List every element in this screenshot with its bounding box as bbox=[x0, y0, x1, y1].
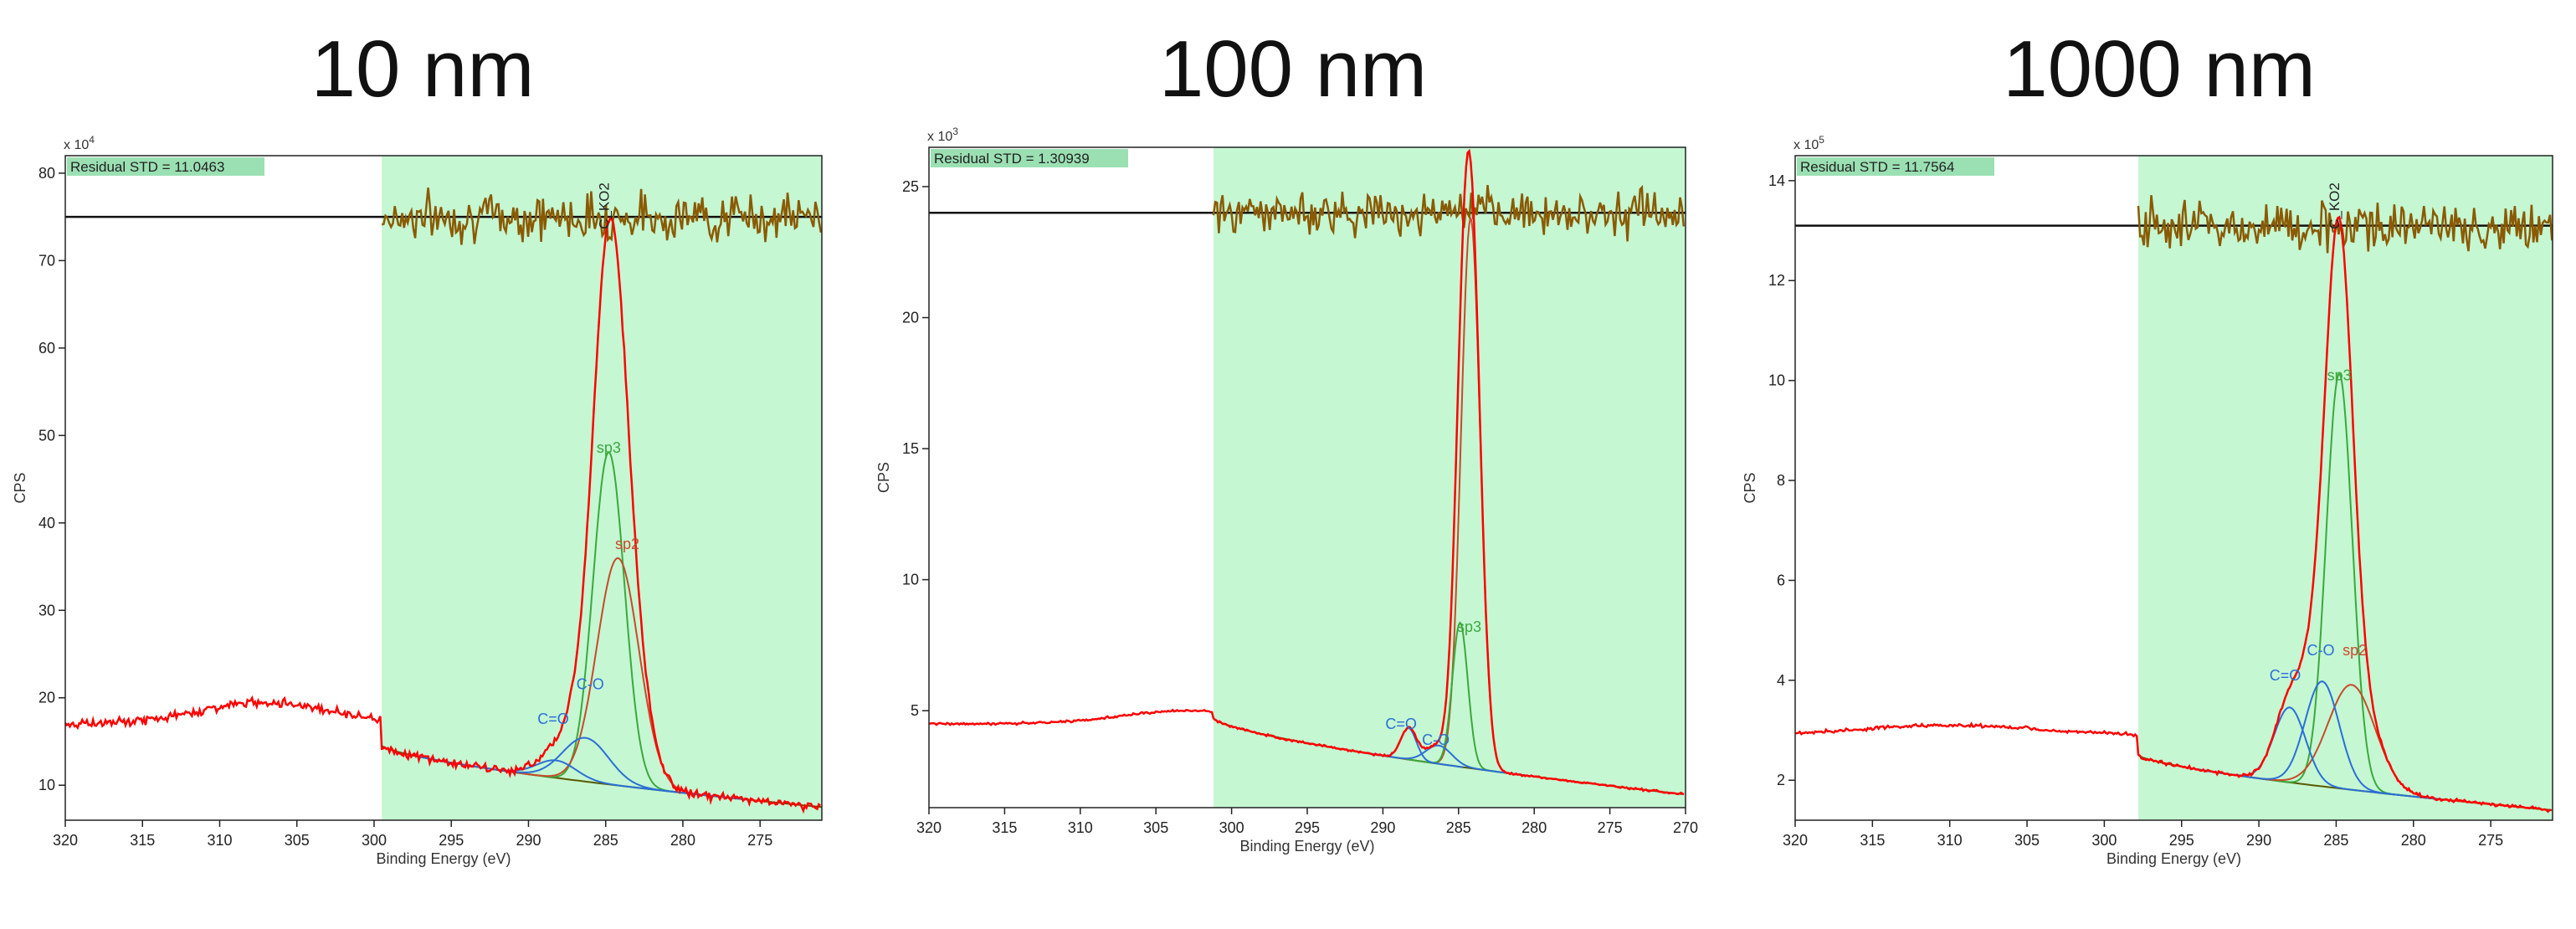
x-tick-label-9: 275 bbox=[2478, 832, 2503, 849]
component-label-0: sp3 bbox=[597, 439, 621, 456]
x-tick-label-8: 280 bbox=[670, 832, 695, 849]
x-tick-label-0: 320 bbox=[916, 819, 942, 836]
residual-trace bbox=[381, 187, 823, 245]
x-tick-label-7: 285 bbox=[2323, 832, 2348, 849]
x-tick-label-8: 280 bbox=[1521, 819, 1547, 836]
y-tick-label-2: 30 bbox=[38, 602, 55, 618]
x-axis-label: Binding Energy (eV) bbox=[376, 850, 511, 867]
component-label-0: sp3 bbox=[1457, 618, 1481, 635]
x-tick-label-4: 300 bbox=[362, 832, 387, 849]
y-axis-label: CPS bbox=[1742, 472, 1758, 503]
fit-region bbox=[1213, 147, 1686, 808]
y-multiplier: x 104 bbox=[64, 134, 95, 152]
chart-panel-1: Residual STD = 1.30939 sp3 C-O C=O 320 315 310… bbox=[875, 126, 1698, 855]
residual-label-box bbox=[931, 149, 1128, 167]
y-axis-label: CPS bbox=[875, 462, 892, 493]
component-label-3: C=O bbox=[537, 711, 569, 727]
peak-label: C_KO2 bbox=[596, 182, 612, 229]
x-tick-label-9: 275 bbox=[747, 832, 772, 849]
y-tick-label-5: 12 bbox=[1768, 272, 1785, 289]
y-tick-label-4: 25 bbox=[902, 178, 919, 195]
chart-panel-2: Residual STD = 11.7564 sp3 sp2 C-O C=O C_KO2 3… bbox=[1742, 134, 2553, 867]
x-tick-label-2: 310 bbox=[207, 832, 232, 849]
measured-spectrum bbox=[929, 148, 1685, 796]
x-tick-label-0: 320 bbox=[53, 832, 78, 849]
y-axis-label: CPS bbox=[12, 472, 28, 503]
x-tick-label-3: 305 bbox=[1143, 819, 1168, 836]
peak-label: C_KO2 bbox=[2327, 182, 2343, 229]
residual-label: Residual STD = 11.7564 bbox=[1800, 159, 1954, 175]
x-tick-label-9: 275 bbox=[1598, 819, 1623, 836]
x-tick-label-7: 285 bbox=[1446, 819, 1471, 836]
component-label-1: sp2 bbox=[615, 536, 639, 552]
y-tick-label-6: 14 bbox=[1768, 172, 1785, 189]
residual-label-box bbox=[1797, 157, 1994, 176]
component-label-2: C-O bbox=[577, 675, 604, 692]
residual-label-box bbox=[67, 157, 264, 176]
residual-label: Residual STD = 11.0463 bbox=[70, 159, 224, 175]
y-tick-label-1: 10 bbox=[902, 572, 919, 588]
x-tick-label-6: 290 bbox=[1370, 819, 1395, 836]
panel-title-100nm: 100 nm bbox=[1158, 24, 1428, 114]
component-label-2: C=O bbox=[1385, 716, 1417, 732]
x-tick-label-1: 315 bbox=[992, 819, 1017, 836]
x-tick-label-5: 295 bbox=[2169, 832, 2194, 849]
x-tick-label-5: 295 bbox=[439, 832, 464, 849]
x-axis-label: Binding Energy (eV) bbox=[2106, 850, 2241, 867]
y-tick-label-0: 2 bbox=[1777, 772, 1785, 788]
y-tick-label-6: 70 bbox=[38, 252, 55, 269]
x-tick-label-3: 305 bbox=[2014, 832, 2040, 849]
y-tick-label-3: 8 bbox=[1777, 472, 1785, 489]
y-tick-label-2: 6 bbox=[1777, 572, 1785, 588]
y-tick-label-0: 10 bbox=[38, 777, 55, 793]
x-tick-label-5: 295 bbox=[1295, 819, 1320, 836]
y-tick-label-2: 15 bbox=[902, 440, 919, 457]
y-tick-label-4: 10 bbox=[1768, 372, 1785, 389]
x-tick-label-1: 315 bbox=[1860, 832, 1885, 849]
y-tick-label-4: 50 bbox=[38, 427, 55, 444]
y-multiplier: x 103 bbox=[927, 126, 958, 144]
component-label-1: C-O bbox=[1422, 731, 1450, 748]
component-label-1: sp2 bbox=[2343, 642, 2367, 659]
measured-spectrum bbox=[1794, 215, 2552, 814]
y-tick-label-1: 20 bbox=[38, 690, 55, 706]
fit-region bbox=[2138, 156, 2553, 820]
measured-spectrum bbox=[64, 217, 821, 814]
residual-label: Residual STD = 1.30939 bbox=[934, 151, 1090, 167]
plot-frame bbox=[1794, 155, 2553, 821]
component-label-0: sp3 bbox=[2327, 367, 2352, 384]
x-tick-label-2: 310 bbox=[1937, 832, 1963, 849]
x-tick-label-6: 290 bbox=[2246, 832, 2271, 849]
x-tick-label-2: 310 bbox=[1068, 819, 1093, 836]
y-tick-label-3: 40 bbox=[38, 515, 55, 531]
plot-frame bbox=[64, 155, 823, 821]
x-tick-label-0: 320 bbox=[1783, 832, 1808, 849]
component-label-3: C=O bbox=[2270, 667, 2301, 684]
component-C=O bbox=[417, 755, 695, 795]
y-multiplier: x 105 bbox=[1793, 134, 1824, 152]
y-tick-label-3: 20 bbox=[902, 310, 919, 326]
y-tick-label-7: 80 bbox=[38, 165, 55, 182]
x-tick-label-3: 305 bbox=[285, 832, 310, 849]
x-tick-label-4: 300 bbox=[1219, 819, 1244, 836]
y-tick-label-5: 60 bbox=[38, 340, 55, 357]
panel-title-1000nm: 1000 nm bbox=[2003, 24, 2316, 114]
x-tick-label-1: 315 bbox=[130, 832, 155, 849]
y-tick-label-1: 4 bbox=[1777, 672, 1785, 689]
x-tick-label-8: 280 bbox=[2401, 832, 2426, 849]
panel-title-10nm: 10 nm bbox=[310, 24, 535, 114]
x-tick-label-4: 300 bbox=[2091, 832, 2117, 849]
x-tick-label-10: 270 bbox=[1673, 819, 1698, 836]
residual-trace bbox=[1212, 184, 1686, 242]
y-tick-label-0: 5 bbox=[911, 702, 919, 719]
residual-trace bbox=[2137, 195, 2553, 254]
x-tick-label-7: 285 bbox=[593, 832, 618, 849]
chart-panel-0: Residual STD = 11.0463 sp3 sp2 C-O C=O C_KO2 3… bbox=[12, 134, 823, 867]
x-tick-label-6: 290 bbox=[516, 832, 541, 849]
x-axis-label: Binding Energy (eV) bbox=[1239, 838, 1374, 855]
component-label-2: C-O bbox=[2307, 642, 2334, 659]
